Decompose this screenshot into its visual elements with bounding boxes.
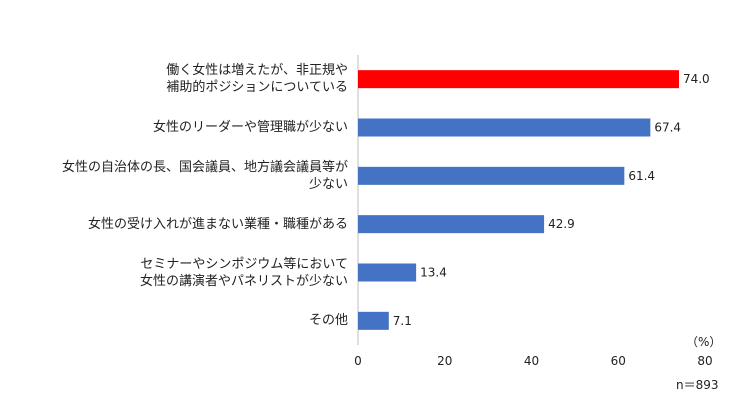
category-label: その他 — [308, 313, 348, 329]
category-label: 女性の受け入れが進まない業種・職種がある — [87, 216, 348, 232]
bar-value-label: 74.0 — [683, 72, 710, 86]
bar — [358, 118, 651, 137]
bar — [358, 166, 625, 185]
category-label: 女性の自治体の長、国会議員、地方議会議員等が 少ない — [61, 159, 348, 192]
category-label: 働く女性は増えたが、非正規や 補助的ポジションについている — [166, 63, 348, 96]
x-tick-label: 60 — [611, 354, 626, 368]
bar-value-label: 61.4 — [628, 169, 655, 183]
bar — [358, 215, 545, 234]
bar — [358, 263, 417, 282]
x-tick-label: 80 — [697, 354, 712, 368]
category-label: セミナーやシンポジウム等において 女性の講演者やパネリストが少ない — [139, 256, 348, 289]
unit-label: （%） — [686, 335, 722, 349]
x-tick-label: 0 — [354, 354, 362, 368]
bar — [358, 311, 389, 330]
category-label: 女性のリーダーや管理職が少ない — [152, 120, 348, 135]
bar-value-label: 7.1 — [393, 314, 412, 328]
x-tick-label: 20 — [437, 354, 452, 368]
sample-size-note: n＝893 — [676, 378, 719, 392]
bar-value-label: 42.9 — [548, 217, 575, 231]
bar — [358, 70, 679, 89]
bar-value-label: 13.4 — [420, 266, 447, 280]
bar-value-label: 67.4 — [654, 121, 681, 135]
x-tick-label: 40 — [524, 354, 539, 368]
